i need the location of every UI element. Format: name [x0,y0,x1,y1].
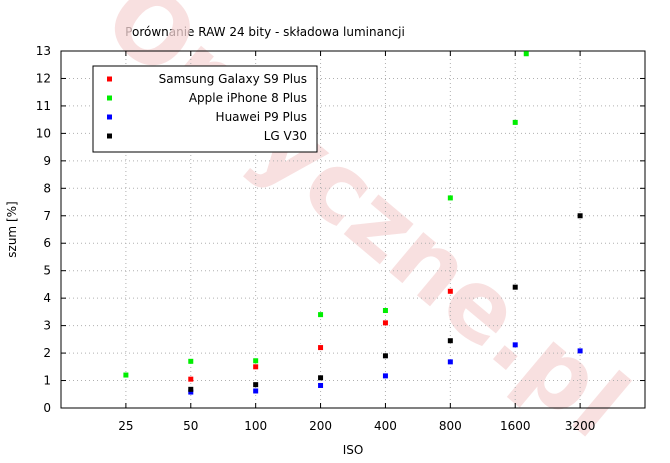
data-point-series-2 [577,348,583,354]
data-point-series-3 [253,382,259,388]
data-point-series-1 [188,358,194,364]
legend-marker [107,114,112,120]
data-point-series-3 [447,338,453,344]
data-point-series-1 [512,119,518,125]
y-tick-label: 5 [43,264,51,278]
legend-label: LG V30 [264,129,307,143]
data-point-series-2 [382,373,388,379]
data-point-series-3 [577,213,583,219]
legend-box [92,65,318,153]
y-tick-label: 12 [36,71,51,85]
legend-marker [107,95,112,101]
y-tick-label: 11 [36,99,51,113]
data-point-series-3 [318,375,324,381]
x-tick-label: 25 [118,419,133,433]
data-point-series-2 [447,359,453,365]
x-tick-label: 3200 [565,419,596,433]
y-tick-label: 9 [43,154,51,168]
axis-ticks: 25 50 100 200 400 800 1600 32000123456789101112… [36,44,645,433]
y-tick-label: 3 [43,319,51,333]
data-point-series-2 [512,342,518,348]
legend-label: Samsung Galaxy S9 Plus [159,72,307,86]
data-point-series-2 [188,389,194,395]
data-point-series-0 [188,376,194,382]
y-tick-label: 13 [36,44,51,58]
data-point-series-3 [382,353,388,359]
data-point-series-0 [447,288,453,294]
x-axis-label: ISO [343,443,364,457]
legend-label: Apple iPhone 8 Plus [189,91,307,105]
data-point-series-1 [523,51,529,57]
data-point-series-2 [318,382,324,388]
y-tick-label: 10 [36,126,51,140]
y-axis-label: szum [%] [5,201,19,257]
x-tick-label: 400 [374,419,397,433]
x-tick-label: 50 [183,419,198,433]
x-tick-label: 200 [309,419,332,433]
y-tick-label: 2 [43,346,51,360]
data-point-series-1 [318,312,324,318]
chart-title: Porównanie RAW 24 bity - składowa lumina… [125,25,405,39]
data-points [123,51,583,395]
data-point-series-0 [318,345,324,351]
legend-label: Huawei P9 Plus [216,110,307,124]
data-point-series-0 [382,320,388,326]
y-tick-label: 7 [43,209,51,223]
legend-marker [107,133,112,139]
data-point-series-1 [253,358,259,364]
data-point-series-0 [253,364,259,370]
data-point-series-3 [512,284,518,290]
data-point-series-2 [253,388,259,394]
data-point-series-1 [447,195,453,201]
y-tick-label: 1 [43,374,51,388]
x-tick-label: 1600 [500,419,531,433]
x-tick-label: 800 [439,419,462,433]
y-tick-label: 4 [43,291,51,305]
y-tick-label: 0 [43,401,51,415]
y-tick-label: 8 [43,181,51,195]
data-point-series-3 [188,386,194,392]
x-tick-label: 100 [244,419,267,433]
plot-frame [60,50,646,409]
legend-marker [107,76,112,82]
data-point-series-1 [382,308,388,314]
data-point-series-1 [123,372,129,378]
y-tick-label: 6 [43,236,51,250]
legend: Samsung Galaxy S9 Plus Apple iPhone 8 Plu… [92,65,318,153]
